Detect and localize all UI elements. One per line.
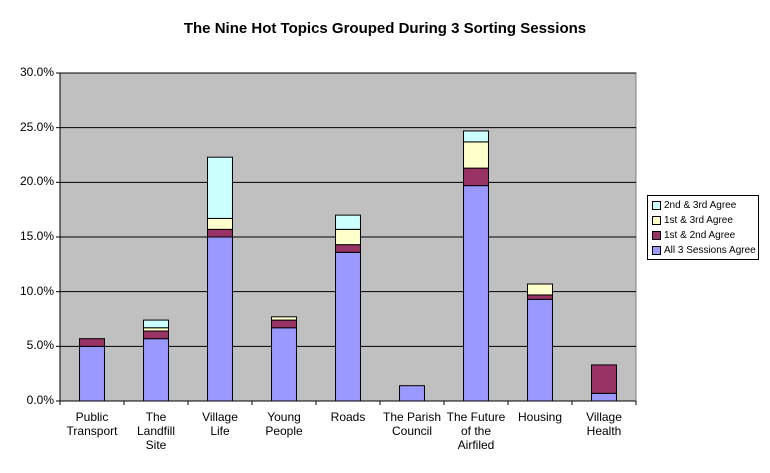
bar-segment	[143, 330, 169, 340]
legend-item: All 3 Sessions Agree	[652, 243, 756, 258]
bar-segment	[271, 316, 297, 321]
bar-segment	[527, 294, 553, 300]
bar-segment	[79, 345, 105, 402]
x-tick-label: The Landfill Site	[136, 410, 176, 452]
y-tick-label: 5.0%	[26, 338, 54, 353]
bar-segment	[591, 392, 617, 402]
legend-item: 2nd & 3rd Agree	[652, 198, 754, 213]
legend-swatch	[652, 201, 661, 210]
bar-segment	[335, 251, 361, 402]
bar-segment	[271, 327, 297, 402]
x-tick-label: The Parish Council	[382, 410, 442, 438]
y-tick-label: 25.0%	[19, 119, 54, 134]
y-tick-label: 0.0%	[26, 393, 54, 407]
legend-label: 1st & 2nd Agree	[664, 230, 736, 241]
legend-swatch	[652, 246, 661, 255]
y-tick-label: 30.0%	[19, 65, 54, 79]
bar-segment	[207, 217, 233, 230]
x-tick-label: Roads	[330, 410, 366, 424]
bar-segment	[79, 338, 105, 347]
legend-label: 2nd & 3rd Agree	[664, 200, 737, 211]
legend-label: All 3 Sessions Agree	[664, 245, 756, 256]
legend-swatch	[652, 216, 661, 225]
chart-title: The Nine Hot Topics Grouped During 3 Sor…	[183, 20, 587, 37]
bar-segment	[271, 319, 297, 329]
bar-segment	[143, 338, 169, 402]
legend-item: 1st & 2nd Agree	[652, 228, 754, 243]
legend: 2nd & 3rd Agree 1st & 3rd Agree 1st & 2nd …	[647, 195, 759, 260]
x-tick-label: Young People	[265, 410, 303, 438]
bar-segment	[463, 141, 489, 169]
x-tick-label: Housing	[517, 410, 563, 424]
legend-label: 1st & 3rd Agree	[664, 215, 733, 226]
legend-swatch	[652, 231, 661, 240]
y-tick-label: 10.0%	[19, 283, 54, 298]
y-tick-label: 15.0%	[19, 229, 54, 243]
x-tick-label: Village Life	[202, 410, 238, 438]
bar-segment	[527, 283, 553, 296]
bar-segment	[591, 364, 617, 394]
x-tick-label: Public Transport	[66, 410, 118, 438]
bar-segment	[143, 319, 169, 329]
bar-segment	[527, 298, 553, 402]
bar-segment	[463, 130, 489, 143]
bar-segment	[463, 167, 489, 187]
bar-segment	[335, 214, 361, 230]
bar-segment	[335, 228, 361, 246]
bar-segment	[207, 228, 233, 238]
legend-item: 1st & 3rd Agree	[652, 213, 754, 228]
bar-segment	[207, 156, 233, 219]
bar-segment	[399, 385, 425, 402]
bar-segment	[335, 244, 361, 253]
bar-segment	[463, 185, 489, 402]
y-tick-label: 20.0%	[19, 174, 54, 189]
bar-segment	[207, 236, 233, 402]
x-tick-label: Village Health	[586, 410, 622, 438]
x-tick-label: The Future of the Airfiled	[446, 410, 506, 452]
